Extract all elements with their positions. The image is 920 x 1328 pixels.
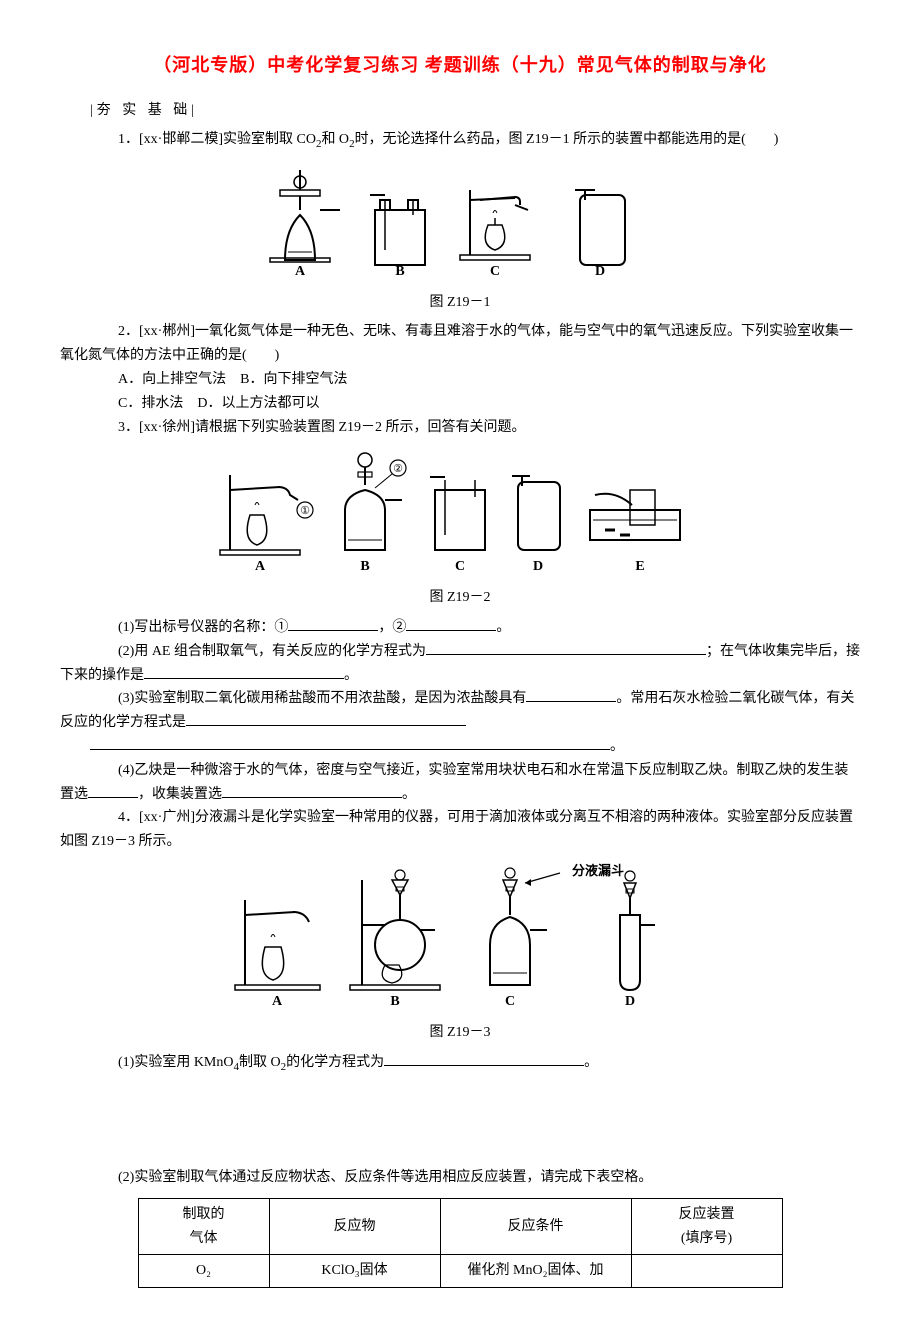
q1-text-b: 和 O <box>321 132 349 147</box>
q1-label-c: C <box>490 264 500 279</box>
blank <box>406 616 496 631</box>
q3-p2-a: (2)用 AE 组合制取氧气，有关反应的化学方程式为 <box>118 644 426 659</box>
q4-p1-a: (1)实验室用 KMnO <box>118 1055 234 1070</box>
q1-label-d: D <box>595 264 605 279</box>
svg-text:C: C <box>455 559 465 574</box>
q3-p3: (3)实验室制取二氧化碳用稀盐酸而不用浓盐酸，是因为浓盐酸具有。常用石灰水检验二… <box>60 687 860 735</box>
q3-p1-c: 。 <box>496 620 510 635</box>
svg-text:D: D <box>533 559 543 574</box>
q3-p1-a: (1)写出标号仪器的名称：① <box>118 620 288 635</box>
q3-intro: 3．[xx·徐州]请根据下列实验装置图 Z19－2 所示，回答有关问题。 <box>90 416 860 440</box>
q4-p1-d: 。 <box>584 1055 598 1070</box>
fig-z19-3: A B <box>60 860 860 1045</box>
q3-p3-a: (3)实验室制取二氧化碳用稀盐酸而不用浓盐酸，是因为浓盐酸具有 <box>118 691 526 706</box>
apparatus-svg-1: A B C <box>250 160 670 280</box>
th-reactant: 反应物 <box>269 1198 440 1255</box>
q3-p1: (1)写出标号仪器的名称：① ，② 。 <box>90 616 860 640</box>
fig1-caption: 图 Z19－1 <box>60 291 860 315</box>
q2-opt-line1: A．向上排空气法 B．向下排空气法 <box>90 368 860 392</box>
table-row: O₂ KClO₃固体 催化剂 MnO₂固体、加 <box>138 1255 782 1288</box>
fig-z19-2: ① A ② B C <box>60 445 860 610</box>
q3-p4-b: ，收集装置选 <box>138 787 222 802</box>
svg-text:B: B <box>390 994 399 1009</box>
table-header-row: 制取的气体 反应物 反应条件 反应装置(填序号) <box>138 1198 782 1255</box>
svg-text:E: E <box>635 559 644 574</box>
blank <box>88 783 138 798</box>
th-device-text: 反应装置(填序号) <box>679 1207 735 1246</box>
q4-intro: 4．[xx·广州]分液漏斗是化学实验室一种常用的仪器，可用于滴加液体或分离互不相… <box>60 806 860 854</box>
q1-label-b: B <box>395 264 404 279</box>
svg-text:②: ② <box>393 463 403 475</box>
svg-text:D: D <box>625 994 635 1009</box>
fig2-caption: 图 Z19－2 <box>60 586 860 610</box>
document-title: （河北专版）中考化学复习练习 考题训练（十九）常见气体的制取与净化 <box>60 50 860 81</box>
q4-p1-c: 的化学方程式为 <box>286 1055 384 1070</box>
q2-opt-line2: C．排水法 D．以上方法都可以 <box>90 392 860 416</box>
apparatus-svg-3: A B <box>220 860 700 1010</box>
q3-p3-tail: 。 <box>90 735 860 759</box>
th-gas-text: 制取的气体 <box>183 1207 225 1246</box>
spacer <box>60 1076 860 1166</box>
q1-text-c: 时，无论选择什么药品，图 Z19－1 所示的装置中都能选用的是( ) <box>355 132 779 147</box>
page-container: （河北专版）中考化学复习练习 考题训练（十九）常见气体的制取与净化 |夯 实 基… <box>0 0 920 1328</box>
td-reactant: KClO₃固体 <box>269 1255 440 1288</box>
blank <box>426 640 706 655</box>
reaction-table: 制取的气体 反应物 反应条件 反应装置(填序号) O₂ KClO₃固体 催化剂 … <box>138 1198 783 1288</box>
apparatus-svg-2: ① A ② B C <box>210 445 710 575</box>
svg-text:A: A <box>255 559 266 574</box>
q3-p2: (2)用 AE 组合制取氧气，有关反应的化学方程式为；在气体收集完毕后，接下来的… <box>60 640 860 688</box>
td-condition: 催化剂 MnO₂固体、加 <box>440 1255 631 1288</box>
q1-text-a: 1．[xx·邯郸二模]实验室制取 CO <box>118 132 316 147</box>
section-heading: |夯 实 基 础| <box>90 99 860 123</box>
th-gas: 制取的气体 <box>138 1198 269 1255</box>
q3-p3-c: 。 <box>610 739 624 754</box>
q3-p2-c: 。 <box>344 668 358 683</box>
q1-text: 1．[xx·邯郸二模]实验室制取 CO2和 O2时，无论选择什么药品，图 Z19… <box>90 128 860 153</box>
th-device: 反应装置(填序号) <box>631 1198 782 1255</box>
blank <box>222 783 402 798</box>
blank <box>288 616 378 631</box>
q4-p1: (1)实验室用 KMnO4制取 O2的化学方程式为。 <box>90 1051 860 1076</box>
blank <box>144 664 344 679</box>
blank <box>186 711 466 726</box>
svg-text:A: A <box>272 994 283 1009</box>
fig3-caption: 图 Z19－3 <box>60 1021 860 1045</box>
svg-text:B: B <box>360 559 369 574</box>
funnel-label: 分液漏斗 <box>572 863 624 878</box>
q4-p2: (2)实验室制取气体通过反应物状态、反应条件等选用相应反应装置，请完成下表空格。 <box>90 1166 860 1190</box>
td-gas: O₂ <box>138 1255 269 1288</box>
q4-p1-b: 制取 O <box>239 1055 281 1070</box>
q1-label-a: A <box>295 264 306 279</box>
q3-p4-c: 。 <box>402 787 416 802</box>
th-condition: 反应条件 <box>440 1198 631 1255</box>
blank <box>90 735 610 750</box>
q3-p1-b: ，② <box>378 620 406 635</box>
svg-text:C: C <box>505 994 515 1009</box>
blank <box>526 687 616 702</box>
fig-z19-1: A B C <box>60 160 860 315</box>
svg-text:①: ① <box>300 505 310 517</box>
q3-p4: (4)乙炔是一种微溶于水的气体，密度与空气接近，实验室常用块状电石和水在常温下反… <box>60 759 860 807</box>
q2-intro: 2．[xx·郴州]一氧化氮气体是一种无色、无味、有毒且难溶于水的气体，能与空气中… <box>60 320 860 368</box>
blank <box>384 1051 584 1066</box>
td-device <box>631 1255 782 1288</box>
